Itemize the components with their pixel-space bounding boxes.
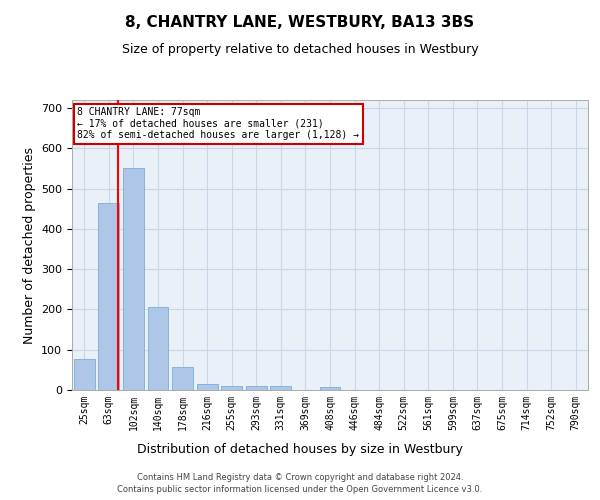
Bar xyxy=(197,384,218,390)
Text: Contains HM Land Registry data © Crown copyright and database right 2024.: Contains HM Land Registry data © Crown c… xyxy=(137,472,463,482)
Bar xyxy=(246,386,267,390)
Bar xyxy=(74,358,95,390)
Text: Size of property relative to detached houses in Westbury: Size of property relative to detached ho… xyxy=(122,42,478,56)
Text: 8 CHANTRY LANE: 77sqm
← 17% of detached houses are smaller (231)
82% of semi-det: 8 CHANTRY LANE: 77sqm ← 17% of detached … xyxy=(77,108,359,140)
Bar xyxy=(98,202,119,390)
Bar xyxy=(271,386,292,390)
Bar xyxy=(148,308,169,390)
Bar xyxy=(172,367,193,390)
Bar xyxy=(123,168,144,390)
Text: 8, CHANTRY LANE, WESTBURY, BA13 3BS: 8, CHANTRY LANE, WESTBURY, BA13 3BS xyxy=(125,15,475,30)
Bar xyxy=(320,387,340,390)
Text: Distribution of detached houses by size in Westbury: Distribution of detached houses by size … xyxy=(137,442,463,456)
Y-axis label: Number of detached properties: Number of detached properties xyxy=(23,146,35,344)
Text: Contains public sector information licensed under the Open Government Licence v3: Contains public sector information licen… xyxy=(118,485,482,494)
Bar xyxy=(221,386,242,390)
